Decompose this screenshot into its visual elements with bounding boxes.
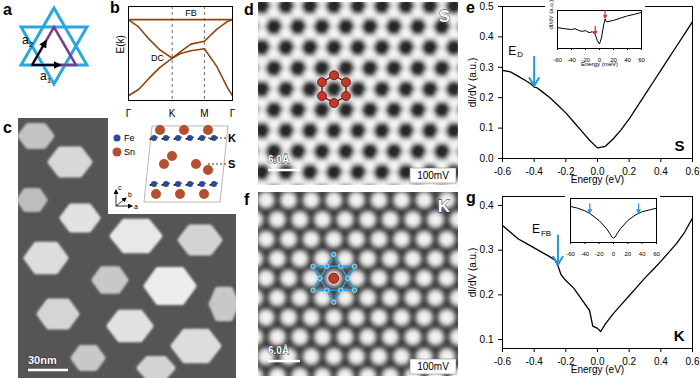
svg-text:6.0Å: 6.0Å xyxy=(268,344,289,356)
svg-text:6.0Å: 6.0Å xyxy=(268,153,289,165)
svg-text:FB: FB xyxy=(541,229,551,238)
svg-text:40: 40 xyxy=(639,251,646,257)
svg-text:0.2: 0.2 xyxy=(622,356,636,367)
svg-text:dI/dV (a.u.): dI/dV (a.u.) xyxy=(467,58,478,107)
svg-text:a1: a1 xyxy=(40,69,52,85)
svg-text:-0.2: -0.2 xyxy=(557,165,575,177)
svg-text:0.4: 0.4 xyxy=(480,200,494,211)
svg-text:-0.4: -0.4 xyxy=(526,356,544,367)
svg-text:FB: FB xyxy=(185,8,197,18)
svg-text:D: D xyxy=(517,50,523,59)
svg-text:Fe: Fe xyxy=(124,133,135,143)
svg-text:a2: a2 xyxy=(22,33,34,49)
svg-text:K: K xyxy=(169,108,176,119)
svg-text:0.3: 0.3 xyxy=(480,244,494,255)
svg-text:0.4: 0.4 xyxy=(654,166,668,177)
svg-text:Sn: Sn xyxy=(124,147,135,157)
svg-text:E: E xyxy=(508,44,516,58)
svg-text:Energy (eV): Energy (eV) xyxy=(571,174,624,185)
svg-text:60: 60 xyxy=(638,57,645,63)
svg-text:100mV: 100mV xyxy=(417,170,449,181)
svg-text:0.1: 0.1 xyxy=(480,334,494,345)
svg-text:K: K xyxy=(228,132,236,144)
svg-text:S: S xyxy=(439,7,450,26)
html-text:e: e xyxy=(466,0,475,16)
svg-text:0.3: 0.3 xyxy=(480,62,494,73)
svg-text:dI/dV (a.u.): dI/dV (a.u.) xyxy=(548,0,554,30)
svg-text:0.4: 0.4 xyxy=(480,31,494,42)
svg-text:0.6: 0.6 xyxy=(686,356,700,367)
html-text:b: b xyxy=(110,0,120,16)
svg-text:0.2: 0.2 xyxy=(480,289,494,300)
html-text:d: d xyxy=(244,1,254,18)
svg-text:40: 40 xyxy=(624,57,631,63)
svg-text:20: 20 xyxy=(624,251,631,257)
svg-text:Energy (eV): Energy (eV) xyxy=(571,364,624,375)
svg-text:-20: -20 xyxy=(595,251,604,257)
svg-text:0.1: 0.1 xyxy=(480,122,494,133)
svg-text:0.2: 0.2 xyxy=(480,92,494,103)
svg-text:-40: -40 xyxy=(567,57,576,63)
svg-text:M: M xyxy=(200,108,208,119)
svg-text:0.4: 0.4 xyxy=(654,356,668,367)
svg-text:60: 60 xyxy=(653,251,660,257)
svg-text:-0.6: -0.6 xyxy=(494,356,512,367)
svg-text:0.0: 0.0 xyxy=(590,355,605,367)
html-text:a: a xyxy=(3,1,12,18)
svg-text:S: S xyxy=(674,137,684,154)
html-text:f: f xyxy=(244,191,250,208)
svg-text:a: a xyxy=(134,203,138,210)
svg-text:Γ: Γ xyxy=(230,108,236,119)
svg-text:c: c xyxy=(118,184,122,191)
svg-text:-0.2: -0.2 xyxy=(557,355,575,367)
svg-text:-40: -40 xyxy=(580,251,589,257)
svg-text:100mV: 100mV xyxy=(417,361,449,372)
html-text:c: c xyxy=(3,119,12,136)
svg-text:30nm: 30nm xyxy=(28,354,57,366)
svg-text:-0.4: -0.4 xyxy=(526,166,544,177)
html-text:g: g xyxy=(466,189,476,206)
svg-text:Γ: Γ xyxy=(126,108,132,119)
svg-text:S: S xyxy=(228,158,235,170)
svg-text:dI/dV (a.u.): dI/dV (a.u.) xyxy=(467,248,478,297)
svg-text:-0.6: -0.6 xyxy=(494,166,512,177)
svg-text:-60: -60 xyxy=(566,251,575,257)
svg-text:K: K xyxy=(674,327,685,344)
svg-text:-60: -60 xyxy=(553,57,562,63)
svg-text:K: K xyxy=(438,197,451,216)
svg-text:Energy (meV): Energy (meV) xyxy=(581,61,618,67)
svg-text:0.0: 0.0 xyxy=(480,153,494,164)
svg-text:0.6: 0.6 xyxy=(686,166,700,177)
svg-text:0.2: 0.2 xyxy=(622,166,636,177)
svg-text:0.5: 0.5 xyxy=(480,1,494,12)
svg-text:E(k): E(k) xyxy=(115,35,126,53)
svg-text:0: 0 xyxy=(612,251,616,257)
svg-text:E: E xyxy=(532,222,540,236)
svg-text:DC: DC xyxy=(151,53,164,63)
svg-text:0.0: 0.0 xyxy=(590,165,605,177)
svg-text:b: b xyxy=(128,191,132,198)
